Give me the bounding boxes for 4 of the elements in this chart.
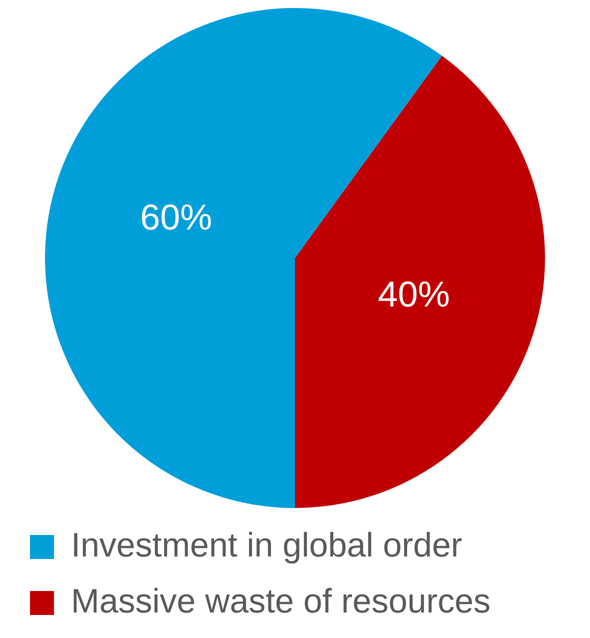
legend-label: Massive waste of resources: [71, 582, 490, 620]
legend-label: Investment in global order: [71, 526, 462, 564]
data-label: 60%: [140, 196, 212, 238]
data-label: 40%: [378, 274, 450, 315]
